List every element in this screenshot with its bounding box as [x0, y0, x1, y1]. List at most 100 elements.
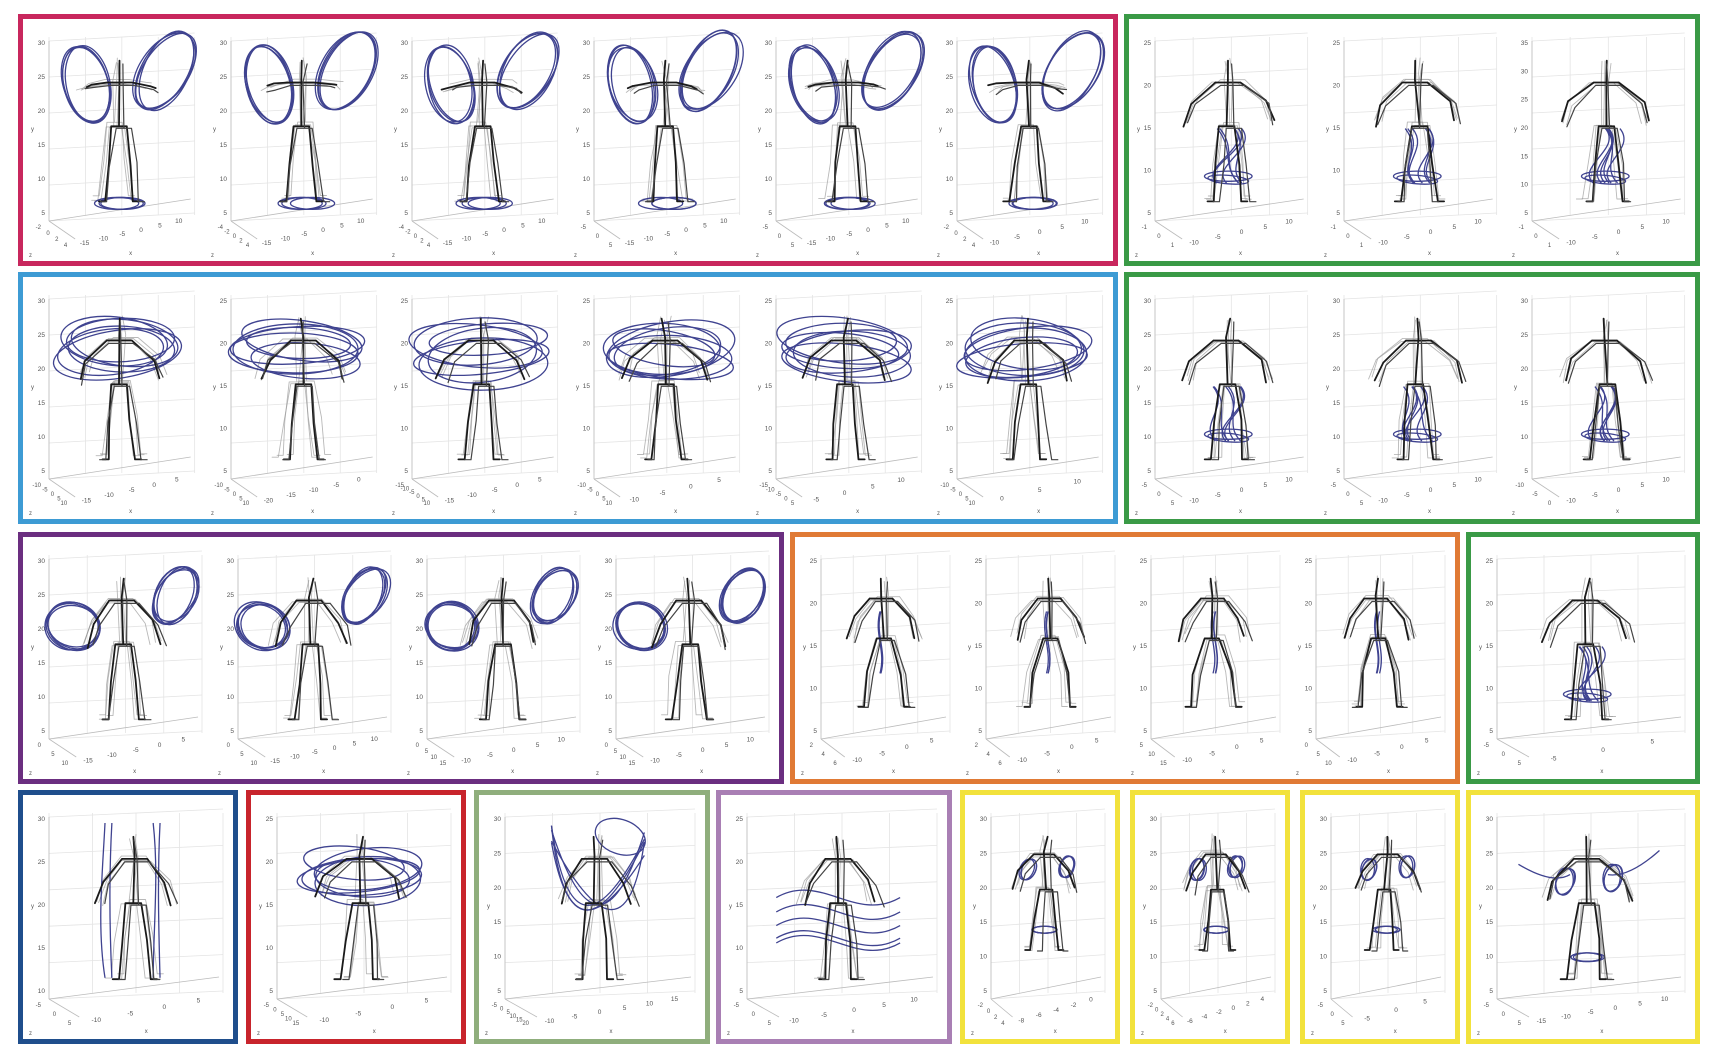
y-tick-label: 20 — [1150, 885, 1158, 892]
y-tick-label: 10 — [975, 686, 983, 693]
y-tick-label: 5 — [223, 210, 227, 217]
z-tick-label: 10 — [969, 501, 976, 507]
panel-group-g1: 5 10 15 20 25 30 -15 -10 -5 0 5 10 -2 0 2 4 y x z 5 10 15 20 25… — [18, 14, 1118, 266]
skeleton — [1019, 839, 1078, 952]
joint-trajectories — [227, 318, 365, 380]
y-tick-label: 15 — [38, 400, 46, 407]
y-tick-label: 25 — [1144, 40, 1152, 47]
z-tick-label: 10 — [605, 501, 612, 507]
trajectory-loop — [780, 331, 899, 370]
z-axis-label: z — [1135, 511, 1138, 517]
y-tick-label: 30 — [1521, 298, 1529, 305]
z-tick-label: 5 — [1518, 761, 1522, 767]
z-tick-label: -5 — [762, 225, 768, 231]
y-tick-label: 5 — [41, 210, 45, 217]
z-tick-label: 5 — [1171, 501, 1175, 507]
x-axis-label: x — [892, 769, 895, 775]
trajectory-loop — [651, 196, 697, 210]
x-axis — [820, 716, 947, 740]
trajectory-loop — [1399, 855, 1416, 879]
z-axis-label: z — [392, 253, 395, 259]
z-axis-label: z — [1512, 253, 1515, 259]
y-axis-label: y — [939, 385, 942, 391]
skeleton — [620, 317, 709, 461]
y-tick-label: 10 — [227, 694, 235, 701]
y-axis-label: y — [487, 904, 490, 910]
joint-trajectories — [424, 31, 560, 210]
skeleton — [651, 577, 727, 721]
plot-3d-g5-2: 5 10 15 20 25 30 -15 -10 -5 0 5 10 0 5 10 y x z — [212, 537, 401, 779]
z-tick-label: 10 — [251, 761, 258, 767]
skeleton — [1011, 835, 1076, 951]
x-tick-label: -5 — [1592, 234, 1598, 241]
x-tick-label: 10 — [646, 1001, 654, 1008]
trajectory-loop — [1207, 174, 1250, 185]
trajectory-loop — [232, 323, 359, 375]
grid-line — [746, 990, 938, 1000]
y-tick-label: 25 — [1332, 332, 1340, 339]
trajectory-loop — [277, 196, 323, 210]
z-tick-label: -15 — [759, 483, 768, 489]
skeleton — [86, 577, 162, 721]
y-tick-label: 25 — [1521, 332, 1529, 339]
x-tick-label: 10 — [747, 737, 755, 744]
x-tick-label: -6 — [1187, 1018, 1193, 1025]
y-tick-label: 30 — [416, 558, 424, 565]
y-axis-label: y — [394, 385, 397, 391]
grid-line — [1496, 990, 1686, 1000]
z-axis — [615, 738, 644, 758]
z-axis-label: z — [574, 511, 577, 517]
z-axis — [1154, 478, 1183, 498]
x-tick-label: 5 — [717, 477, 721, 484]
y-axis-label: y — [1137, 385, 1140, 391]
z-tick-label: 2 — [810, 743, 814, 749]
x-tick-label: 5 — [1452, 224, 1456, 231]
y-tick-label: 20 — [1144, 366, 1152, 373]
y-tick-label: 5 — [269, 988, 273, 995]
z-axis — [412, 478, 439, 498]
z-tick-label: -10 — [577, 483, 586, 489]
z-tick-label: 10 — [1325, 761, 1332, 767]
x-tick-label: 15 — [671, 996, 679, 1003]
z-tick-label: 5 — [790, 243, 794, 249]
y-tick-label: 5 — [1336, 210, 1340, 217]
panel-group-g3: 5 10 15 20 25 30 -15 -10 -5 0 5 -10 -5 0 5 10 y x z 5 10 15 20… — [18, 272, 1118, 524]
z-tick-label: 2 — [963, 237, 967, 243]
y-tick-label: 20 — [266, 859, 274, 866]
z-axis-label: z — [756, 253, 759, 259]
z-axis-label: z — [727, 1031, 730, 1037]
x-axis-label: x — [1057, 769, 1060, 775]
x-axis-label: x — [1222, 769, 1225, 775]
y-axis-label: y — [598, 645, 601, 651]
panel-group-g11: 5 10 15 20 25 -10 -5 0 5 10 -5 0 5 y x z — [716, 790, 952, 1044]
axes-box — [990, 808, 1106, 1018]
trajectory-loop — [862, 31, 924, 111]
z-tick-label: 15 — [440, 761, 447, 767]
y-tick-label: 30 — [946, 40, 954, 47]
trajectory-loop — [1395, 432, 1438, 443]
skeleton — [281, 581, 352, 721]
trajectory-loop — [532, 566, 575, 625]
panel-group-g5: 5 10 15 20 25 30 -15 -10 -5 0 5 0 5 10 y x z 5 10 15 20 25 30-… — [18, 532, 784, 784]
y-tick-label: 5 — [405, 468, 409, 475]
x-tick-label: 0 — [139, 227, 143, 234]
y-tick-label: 20 — [401, 341, 409, 348]
y-tick-label: 10 — [494, 954, 502, 961]
x-axis-label: x — [1616, 509, 1619, 515]
grid-line — [230, 470, 377, 480]
y-tick-label: 5 — [1489, 728, 1493, 735]
skeleton — [1360, 839, 1422, 952]
trajectory-loop — [289, 196, 335, 210]
y-tick-label: 15 — [227, 660, 235, 667]
y-tick-label: 25 — [583, 74, 591, 81]
y-axis-label: y — [213, 385, 216, 391]
trajectory-loop — [681, 32, 740, 110]
plot-3d-g4-2: 5 10 15 20 25 30 -10 -5 0 5 10 -5 0 5 y x z — [1318, 277, 1507, 519]
z-tick-label: 0 — [596, 234, 600, 240]
trajectory-loop — [1011, 196, 1058, 210]
x-tick-label: 5 — [1651, 738, 1655, 745]
y-axis-label: y — [409, 645, 412, 651]
x-tick-label: -15 — [625, 240, 635, 247]
